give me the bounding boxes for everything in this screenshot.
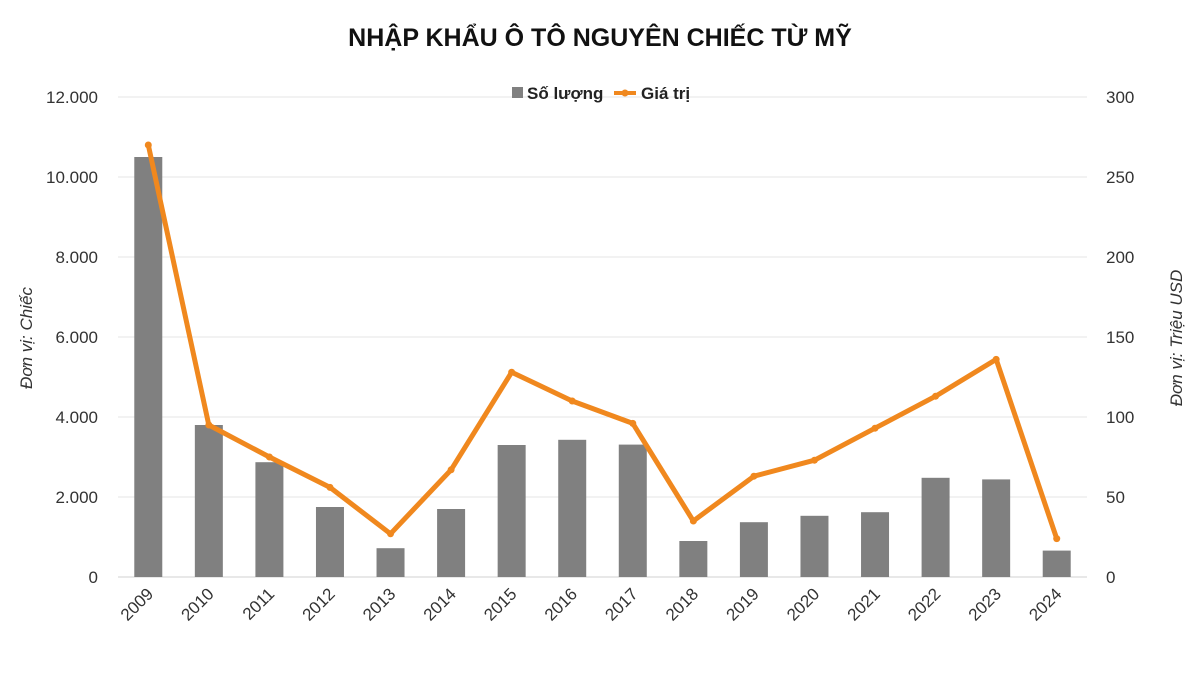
- x-tick-label: 2020: [783, 584, 823, 624]
- legend-line-marker: [621, 89, 629, 97]
- line-series: [144, 141, 1061, 543]
- left-tick-label: 0: [89, 568, 98, 587]
- line-point-2010: [205, 421, 213, 429]
- line-point-2022: [932, 392, 940, 400]
- bar-2021: [861, 512, 890, 577]
- left-tick-label: 4.000: [55, 408, 98, 427]
- line-point-2018: [689, 517, 697, 525]
- line-point-2011: [265, 453, 273, 461]
- left-tick-label: 8.000: [55, 248, 98, 267]
- bar-2016: [558, 439, 587, 577]
- line-point-2019: [750, 472, 758, 480]
- x-tick-label: 2012: [299, 584, 339, 624]
- line-point-2014: [447, 466, 455, 474]
- bar-series: [134, 157, 1071, 577]
- right-axis-title: Đơn vị: Triệu USD: [1167, 270, 1186, 407]
- line-point-2013: [387, 530, 395, 538]
- left-axis-title: Đơn vị: Chiếc: [17, 287, 36, 389]
- x-tick-label: 2018: [662, 584, 702, 624]
- bar-2015: [497, 445, 526, 577]
- bar-2018: [679, 541, 708, 577]
- left-axis-ticks: 0 2.000 4.000 6.000 8.000 10.000 12.000: [46, 88, 98, 587]
- line-point-2012: [326, 483, 334, 491]
- bar-2010: [194, 425, 223, 577]
- bar-2014: [437, 509, 466, 577]
- right-tick-label: 50: [1106, 488, 1125, 507]
- line-point-2020: [810, 456, 818, 464]
- right-tick-label: 200: [1106, 248, 1134, 267]
- bar-2012: [315, 507, 344, 577]
- left-tick-label: 6.000: [55, 328, 98, 347]
- x-tick-label: 2010: [177, 584, 217, 624]
- x-tick-label: 2024: [1025, 584, 1065, 624]
- left-tick-label: 10.000: [46, 168, 98, 187]
- x-tick-label: 2017: [601, 584, 641, 624]
- legend-bar-swatch: [512, 87, 523, 98]
- line-point-2016: [568, 397, 576, 405]
- right-tick-label: 150: [1106, 328, 1134, 347]
- x-tick-label: 2023: [965, 584, 1005, 624]
- legend: Số lượng Giá trị: [512, 84, 690, 103]
- x-tick-label: 2014: [420, 584, 460, 624]
- x-tick-label: 2021: [844, 584, 884, 624]
- right-tick-label: 100: [1106, 408, 1134, 427]
- line-point-2023: [992, 355, 1000, 363]
- value-line: [145, 142, 1060, 542]
- chart-title: NHẬP KHẨU Ô TÔ NGUYÊN CHIẾC TỪ MỸ: [348, 22, 852, 52]
- legend-bar-label: Số lượng: [527, 84, 603, 103]
- x-tick-label: 2009: [117, 584, 157, 624]
- x-tick-label: 2019: [723, 584, 763, 624]
- bar-2009: [134, 157, 163, 577]
- bar-2017: [618, 444, 647, 577]
- x-tick-label: 2011: [239, 584, 278, 623]
- x-tick-label: 2013: [359, 584, 399, 624]
- line-point-2024: [1053, 535, 1061, 543]
- right-tick-label: 0: [1106, 568, 1115, 587]
- x-tick-label: 2016: [541, 584, 581, 624]
- bar-2011: [255, 462, 284, 577]
- bar-2023: [982, 479, 1011, 577]
- left-tick-label: 2.000: [55, 488, 98, 507]
- line-point-2009: [144, 141, 152, 149]
- line-point-2021: [871, 424, 879, 432]
- bar-2024: [1042, 550, 1071, 577]
- bar-2020: [800, 515, 829, 577]
- right-tick-label: 300: [1106, 88, 1134, 107]
- line-point-2017: [629, 419, 637, 427]
- x-axis-ticks: 2009 2010 2011 2012 2013 2014 2015 2016 2017 2018…: [117, 584, 1066, 624]
- x-tick-label: 2015: [480, 584, 520, 624]
- x-tick-label: 2022: [904, 584, 944, 624]
- bar-2019: [739, 522, 768, 577]
- left-tick-label: 12.000: [46, 88, 98, 107]
- right-axis-ticks: 0 50 100 150 200 250 300: [1106, 88, 1134, 587]
- legend-line-label: Giá trị: [641, 84, 690, 103]
- bar-2013: [376, 548, 405, 577]
- right-tick-label: 250: [1106, 168, 1134, 187]
- line-point-2015: [508, 368, 516, 376]
- bar-2022: [921, 477, 950, 577]
